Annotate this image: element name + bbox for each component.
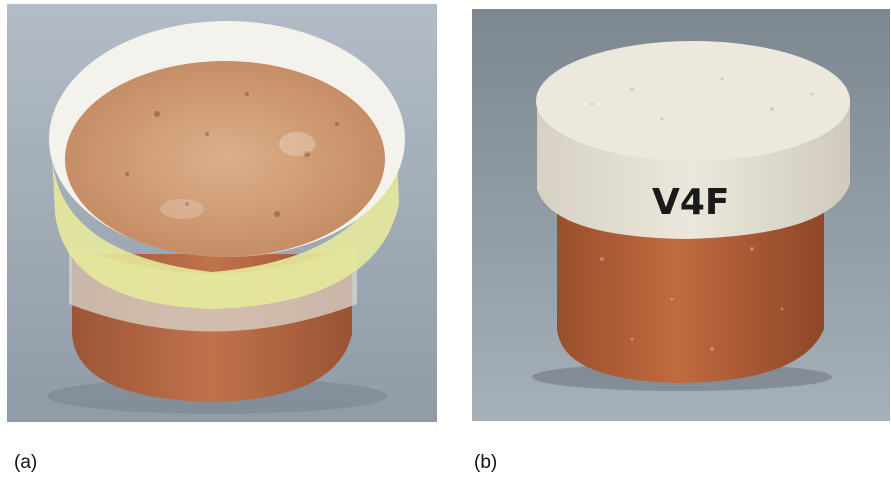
caption-panel-b: (b) <box>474 452 498 473</box>
photo-panel-a <box>7 4 437 422</box>
brick-sample-b-image: V4F <box>472 9 890 421</box>
brick-sample-a-image <box>7 4 437 422</box>
photo-panel-b: V4F <box>472 9 890 421</box>
sample-marking-text: V4F <box>652 182 730 223</box>
caption-panel-a: (a) <box>14 452 38 473</box>
